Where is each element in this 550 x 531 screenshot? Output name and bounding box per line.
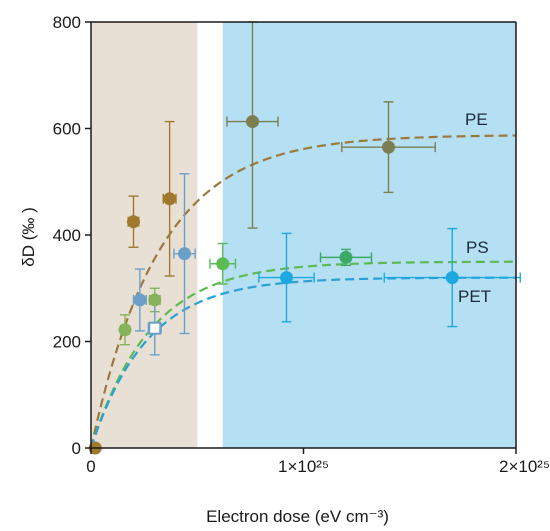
- y-tick-label: 400: [53, 226, 81, 245]
- x-axis-label: Electron dose (eV cm⁻³): [206, 507, 389, 526]
- x-tick-label: 0: [86, 457, 95, 476]
- y-tick-label: 0: [72, 439, 81, 458]
- shaded-region-1: [91, 22, 198, 448]
- y-tick-label: 600: [53, 120, 81, 139]
- data-point-pe: [163, 192, 177, 206]
- data-point-pet: [133, 293, 147, 307]
- axis-ticks: 0 200 400 600 800 0 1×10²⁵ 2×10²⁵: [53, 13, 550, 476]
- y-tick-label: 200: [53, 333, 81, 352]
- data-point-ps: [118, 323, 132, 337]
- data-point-ps: [339, 250, 353, 264]
- data-point-ps: [148, 293, 162, 307]
- y-tick-label: 800: [53, 13, 81, 32]
- series-label-pet: PET: [458, 287, 491, 306]
- data-point-pet: [445, 271, 459, 285]
- data-point-pet: [280, 271, 293, 285]
- series-labels: PE PS PET: [458, 110, 491, 306]
- data-point-pe: [246, 115, 259, 129]
- data-point-ps: [216, 257, 230, 271]
- data-point-pe: [127, 215, 140, 229]
- data-point-pet: [178, 247, 191, 261]
- x-tick-label: 1×10²⁵: [278, 457, 329, 476]
- series-label-ps: PS: [466, 238, 489, 257]
- shaded-region-2: [222, 22, 516, 448]
- fit-curve-pe: [89, 134, 517, 449]
- series-label-pe: PE: [465, 110, 488, 129]
- data-point-pet: [148, 321, 162, 335]
- y-axis-label: δD (‰ ): [19, 207, 38, 267]
- data-points: [88, 115, 459, 455]
- x-tick-label: 2×10²⁵: [499, 457, 550, 476]
- data-point-pe: [382, 140, 395, 154]
- background-regions: [91, 22, 516, 448]
